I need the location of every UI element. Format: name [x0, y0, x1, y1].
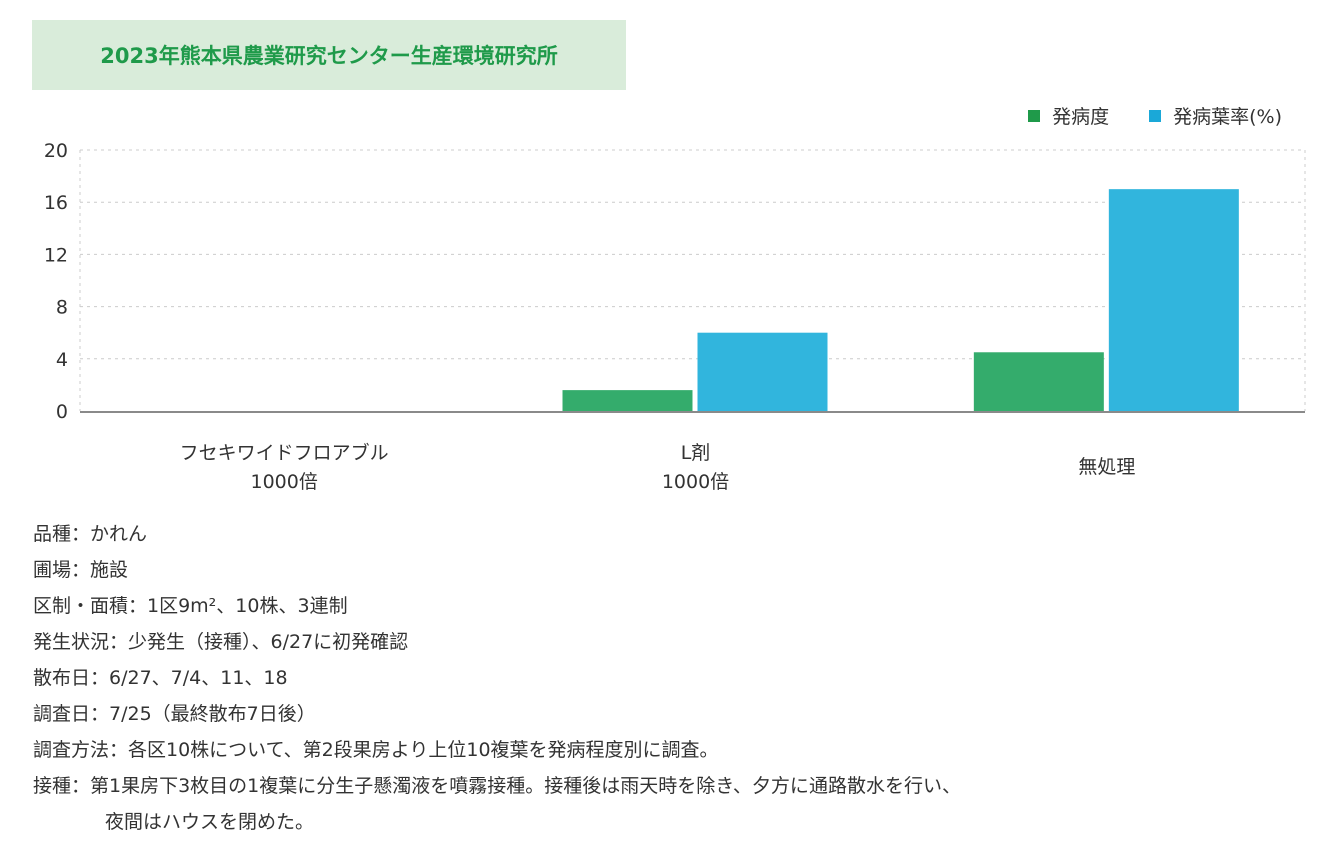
- y-tick-label: 0: [56, 401, 68, 423]
- legend-item-infection-rate: 発病葉率(%): [1149, 102, 1282, 129]
- note-line: 散布日：6/27、7/4、11、18: [33, 667, 288, 689]
- bar-disease-severity: [562, 390, 693, 411]
- legend-label: 発病度: [1052, 106, 1110, 128]
- legend-swatch: [1028, 109, 1041, 122]
- chart-title: 2023年熊本県農業研究センター生産環境研究所: [32, 20, 626, 90]
- note-line: 夜間はハウスを閉めた。: [105, 811, 315, 833]
- bar-infection-rate: [697, 332, 828, 411]
- bar-disease-severity: [973, 352, 1104, 411]
- x-tick-label: 無処理: [1078, 456, 1135, 478]
- bar-infection-rate: [1108, 189, 1239, 411]
- y-tick-label: 20: [44, 140, 68, 162]
- x-tick-label: フセキワイドフロアブル: [180, 441, 389, 464]
- plot-area: 0 4 8 12 16 20 フセキワイドフロアブル 1000倍 L剤 1000倍 無処理: [44, 140, 1306, 493]
- notes: 品種：かれん 圃場：施設 区制・面積：1区9m²、10株、3連制 発生状況：少発…: [33, 516, 961, 840]
- legend: 発病度 発病葉率(%): [1028, 102, 1282, 129]
- note-line: 接種：第1果房下3枚目の1複葉に分生子懸濁液を噴霧接種。接種後は雨天時を除き、夕…: [33, 775, 961, 797]
- x-tick-label: 1000倍: [662, 471, 729, 493]
- y-tick-label: 8: [56, 297, 68, 319]
- note-line: 調査日：7/25（最終散布7日後）: [33, 703, 316, 725]
- legend-label: 発病葉率(%): [1173, 106, 1282, 128]
- note-line: 品種：かれん: [33, 523, 148, 545]
- x-tick-label: 1000倍: [250, 471, 317, 493]
- y-tick-label: 12: [44, 244, 68, 266]
- note-line: 発生状況：少発生（接種）、6/27に初発確認: [33, 631, 409, 653]
- note-line: 区制・面積：1区9m²、10株、3連制: [33, 595, 348, 617]
- y-tick-label: 16: [44, 192, 68, 214]
- legend-swatch: [1149, 109, 1162, 122]
- legend-item-disease-severity: 発病度: [1028, 102, 1109, 129]
- y-tick-label: 4: [56, 349, 68, 371]
- x-tick-label: L剤: [681, 442, 711, 464]
- note-line: 圃場：施設: [33, 559, 129, 581]
- note-line: 調査方法：各区10株について、第2段果房より上位10複葉を発病程度別に調査。: [33, 739, 719, 761]
